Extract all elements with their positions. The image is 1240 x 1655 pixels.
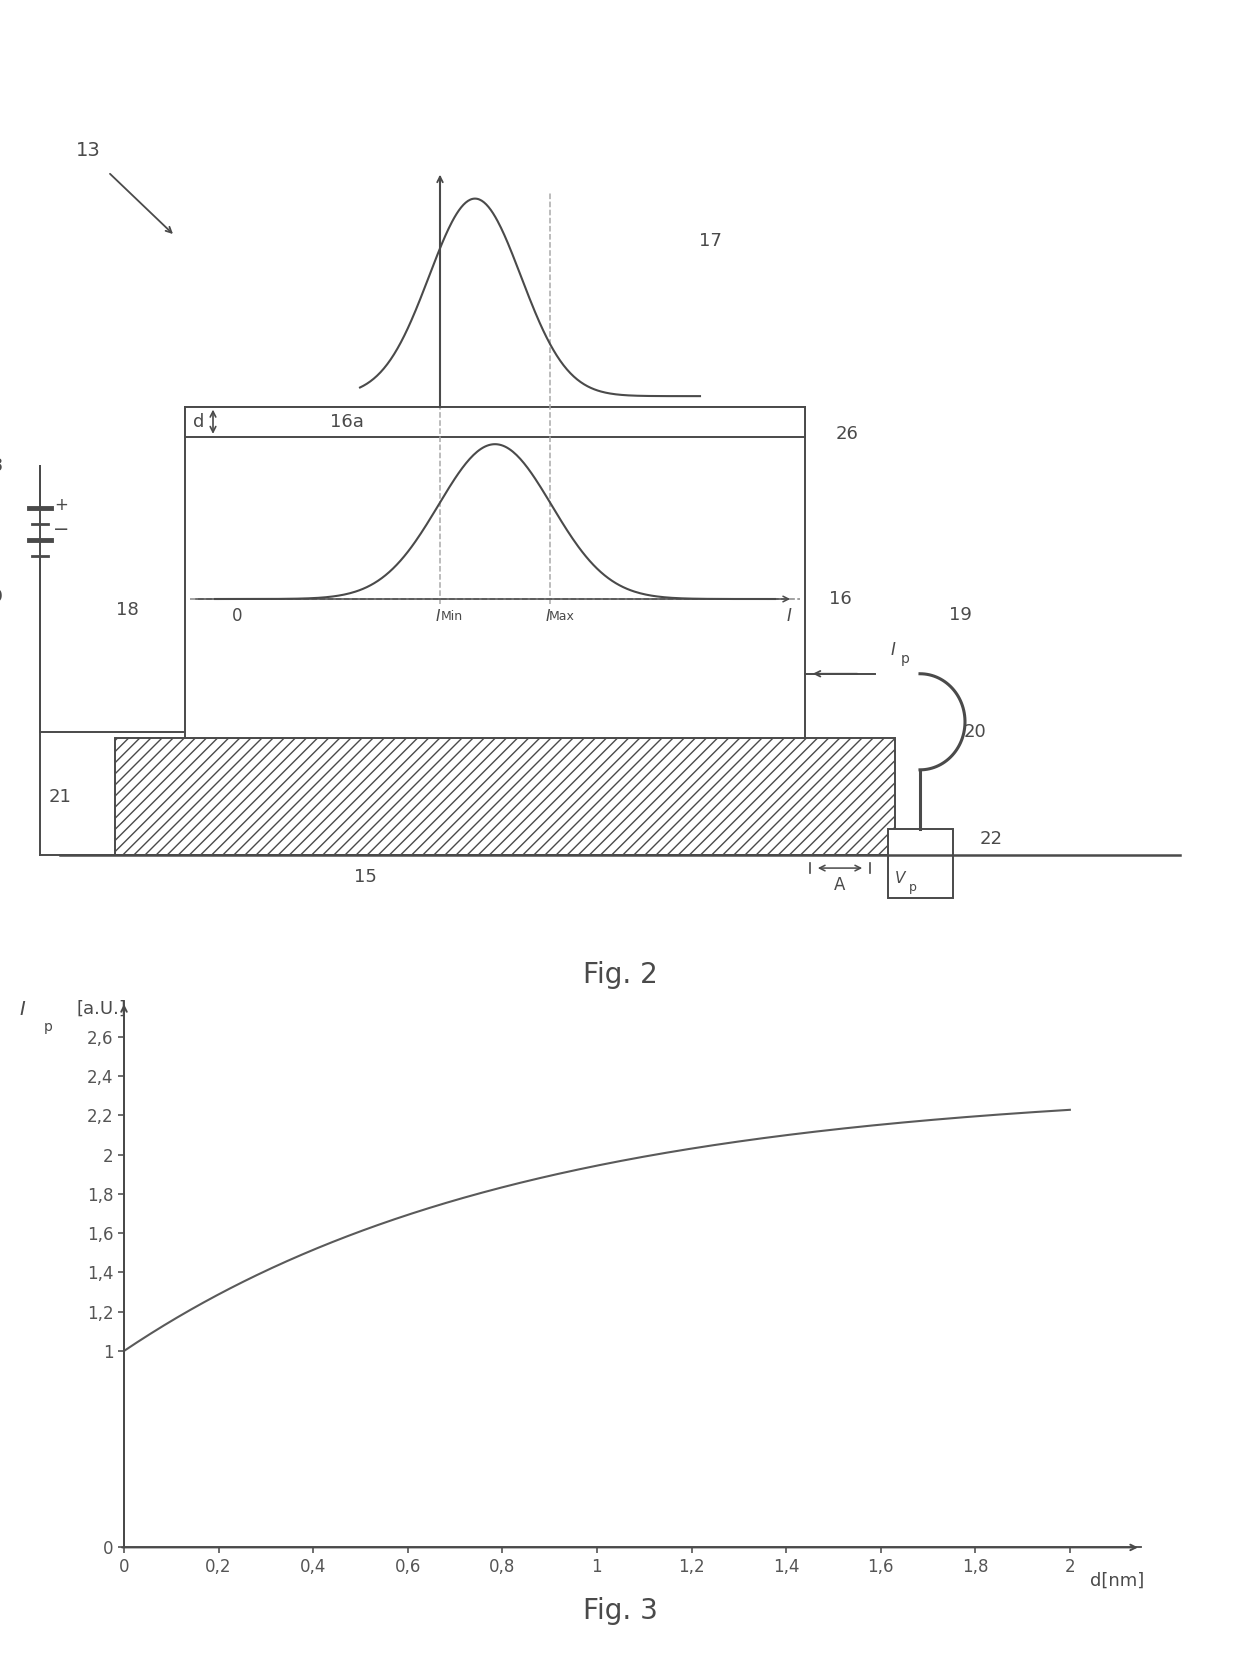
Text: 17: 17 <box>698 232 722 250</box>
Text: V: V <box>895 871 905 885</box>
Text: p: p <box>909 880 916 894</box>
Text: 20: 20 <box>963 723 986 741</box>
Text: I: I <box>546 609 551 624</box>
Bar <box>185 407 805 738</box>
Text: Fig. 2: Fig. 2 <box>583 962 657 988</box>
Bar <box>115 738 895 856</box>
Text: −: − <box>53 520 69 540</box>
Text: p: p <box>900 652 909 665</box>
Text: +: + <box>55 496 68 515</box>
Bar <box>185 407 805 437</box>
Text: 22: 22 <box>980 831 1002 849</box>
Text: d: d <box>193 412 205 430</box>
Text: 29: 29 <box>0 588 4 606</box>
Text: Fig. 3: Fig. 3 <box>583 1597 657 1625</box>
Text: 16a: 16a <box>330 412 363 430</box>
Text: 18: 18 <box>115 601 139 619</box>
Text: I: I <box>890 640 895 659</box>
Text: I: I <box>786 607 791 626</box>
Text: A: A <box>835 875 846 894</box>
Text: 26: 26 <box>836 424 858 442</box>
Bar <box>888 829 954 899</box>
Text: d[nm]: d[nm] <box>1090 1572 1145 1590</box>
Text: 21: 21 <box>48 788 72 806</box>
Text: 0: 0 <box>232 607 242 626</box>
Text: [a.U.]: [a.U.] <box>77 1000 126 1018</box>
Text: Max: Max <box>549 609 575 622</box>
Text: I: I <box>20 1000 26 1018</box>
Text: 16: 16 <box>828 589 852 607</box>
Text: Min: Min <box>441 609 463 622</box>
Text: 19: 19 <box>949 606 971 624</box>
Text: 28: 28 <box>0 457 4 475</box>
Text: 13: 13 <box>76 141 100 161</box>
Text: 15: 15 <box>353 867 377 885</box>
Text: I: I <box>435 609 440 624</box>
Text: p: p <box>43 1019 52 1034</box>
